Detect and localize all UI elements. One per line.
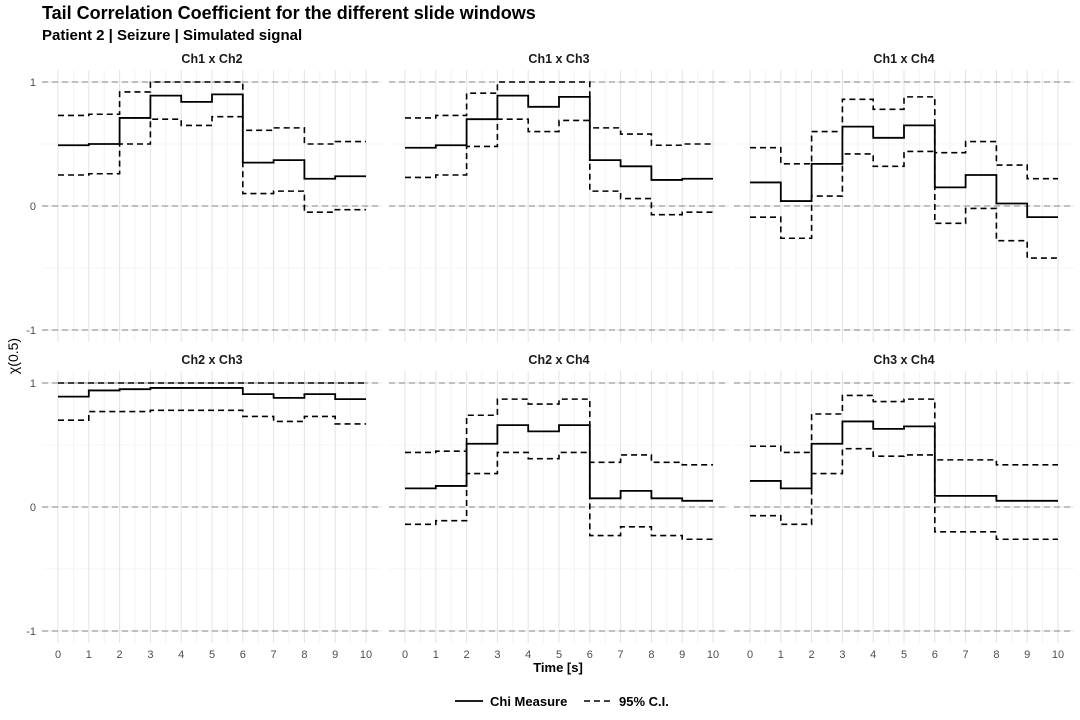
panel-strip-label: Ch3 x Ch4 [873, 353, 934, 367]
ci-upper-line [405, 398, 713, 466]
chi-measure-line [750, 124, 1058, 219]
ci-lower-line [750, 150, 1058, 259]
panel-2: Ch1 x Ch3 [389, 52, 729, 342]
panel-1: Ch1 x Ch2 -1 0 1 [26, 52, 382, 342]
legend-label-ci: 95% C.I. [619, 694, 669, 709]
x-tick-label: 9 [679, 649, 685, 661]
y-tick-label: 0 [30, 201, 36, 213]
x-tick-label: 8 [993, 649, 999, 661]
x-tick-label: 4 [178, 649, 184, 661]
ci-upper-line [750, 394, 1058, 466]
x-tick-label: 2 [809, 649, 815, 661]
x-tick-label: 7 [271, 649, 277, 661]
x-tick-label: 0 [747, 649, 753, 661]
x-tick-label: 4 [525, 649, 531, 661]
x-axis-title: Time [s] [533, 660, 583, 675]
x-tick-label: 9 [332, 649, 338, 661]
ci-upper-line [405, 81, 713, 147]
x-tick-label: 2 [464, 649, 470, 661]
x-tick-label: 10 [707, 649, 719, 661]
x-tick-label: 1 [778, 649, 784, 661]
panel-strip-label: Ch1 x Ch2 [181, 52, 242, 66]
ci-lower-line [58, 409, 366, 425]
x-tick-label: 0 [55, 649, 61, 661]
x-tick-label: 1 [433, 649, 439, 661]
panel-strip-label: Ch2 x Ch4 [528, 353, 589, 367]
x-tick-label: 8 [301, 649, 307, 661]
x-tick-label: 3 [147, 649, 153, 661]
panel-5: Ch2 x Ch4 0 1 2 3 4 5 6 7 8 9 10 [389, 353, 729, 661]
x-tick-label: 10 [360, 649, 372, 661]
ci-lower-line [405, 451, 713, 541]
x-tick-label: 3 [839, 649, 845, 661]
y-tick-label: 1 [30, 378, 36, 390]
panel-3: Ch1 x Ch4 [734, 52, 1074, 342]
legend-label-chi: Chi Measure [490, 694, 567, 709]
y-tick-label: 1 [30, 77, 36, 89]
y-tick-label: -1 [26, 325, 36, 337]
x-tick-label: 7 [618, 649, 624, 661]
y-tick-label: 0 [30, 502, 36, 514]
x-tick-label: 6 [587, 649, 593, 661]
x-tick-label: 5 [209, 649, 215, 661]
chart-subtitle: Patient 2 | Seizure | Simulated signal [42, 27, 302, 44]
panel-strip-label: Ch2 x Ch3 [181, 353, 242, 367]
y-axis-title: χ(0.5) [5, 338, 21, 374]
x-tick-label: 1 [86, 649, 92, 661]
x-tick-label: 10 [1052, 649, 1064, 661]
x-tick-label: 3 [494, 649, 500, 661]
panel-6: Ch3 x Ch4 0 1 2 3 4 5 6 7 8 9 10 [734, 353, 1074, 661]
chi-measure-line [58, 387, 366, 401]
panel-strip-label: Ch1 x Ch3 [528, 52, 589, 66]
x-tick-label: 5 [901, 649, 907, 661]
x-tick-label: 5 [556, 649, 562, 661]
x-tick-label: 6 [240, 649, 246, 661]
ci-lower-line [405, 118, 713, 216]
x-tick-label: 2 [117, 649, 123, 661]
x-tick-label: 9 [1024, 649, 1030, 661]
y-tick-label: -1 [26, 626, 36, 638]
ci-upper-line [750, 96, 1058, 180]
x-tick-label: 7 [963, 649, 969, 661]
panel-strip-label: Ch1 x Ch4 [873, 52, 934, 66]
legend: Chi Measure 95% C.I. [455, 694, 669, 709]
chi-measure-line [405, 94, 713, 181]
ci-lower-line [750, 447, 1058, 541]
chart-title: Tail Correlation Coefficient for the dif… [42, 3, 536, 23]
chi-measure-line [750, 420, 1058, 502]
x-tick-label: 0 [402, 649, 408, 661]
ci-upper-line [58, 81, 366, 145]
chi-measure-line [405, 424, 713, 502]
x-tick-label: 6 [932, 649, 938, 661]
x-tick-label: 8 [648, 649, 654, 661]
panels-group: Ch1 x Ch2 -1 0 1 Ch1 x Ch3 Ch1 x Ch4 Ch2 x Ch3… [26, 52, 1074, 661]
x-tick-label: 4 [870, 649, 876, 661]
ci-lower-line [58, 115, 366, 213]
chi-measure-line [58, 93, 366, 180]
